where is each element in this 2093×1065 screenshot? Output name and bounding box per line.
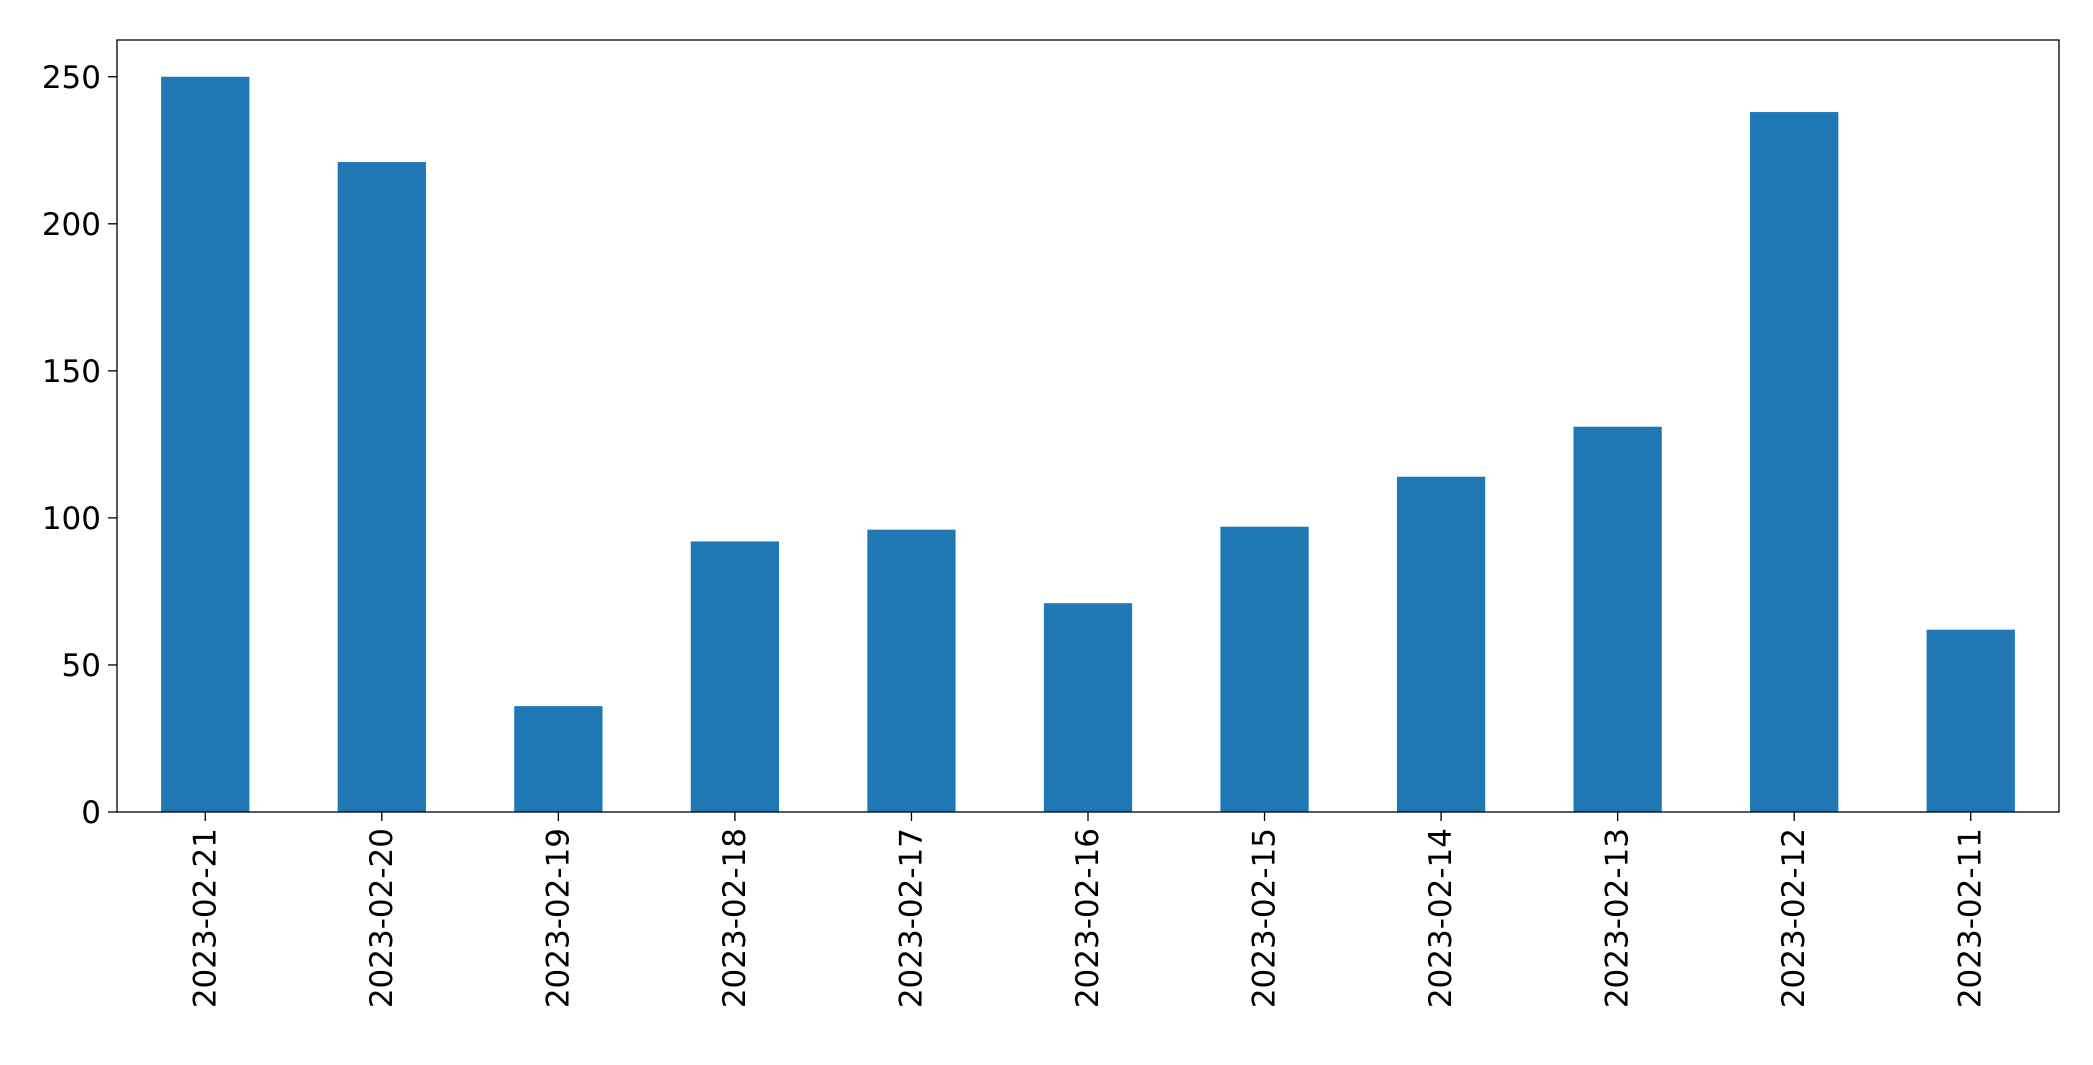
y-tick-label: 0 (81, 795, 101, 831)
x-tick-label: 2023-02-12 (1776, 828, 1812, 1008)
x-tick-label: 2023-02-17 (893, 828, 929, 1008)
bar-2023-02-17 (867, 529, 956, 812)
y-tick-label: 100 (42, 501, 101, 537)
x-tick-label: 2023-02-19 (540, 828, 576, 1008)
x-tick-label: 2023-02-15 (1247, 828, 1283, 1008)
bar-2023-02-11 (1926, 629, 2015, 812)
x-tick-label: 2023-02-11 (1953, 828, 1989, 1008)
x-axis: 2023-02-21 2023-02-20 2023-02-19 2023-02-18… (187, 812, 1989, 1008)
y-tick-label: 50 (62, 648, 101, 684)
bar-2023-02-20 (337, 162, 426, 812)
bar-2023-02-16 (1043, 603, 1133, 812)
y-axis: 0 50 100 150 200 250 (42, 60, 117, 831)
bar-2023-02-19 (514, 706, 603, 812)
bar-2023-02-21 (161, 76, 250, 812)
bar-2023-02-12 (1750, 112, 1839, 812)
x-tick-label: 2023-02-18 (717, 828, 753, 1008)
bar-2023-02-14 (1396, 476, 1486, 812)
x-tick-label: 2023-02-20 (364, 828, 400, 1008)
bars-layer (161, 76, 2015, 812)
x-tick-label: 2023-02-21 (187, 828, 223, 1008)
x-tick-label: 2023-02-14 (1423, 828, 1459, 1008)
plot-frame (116, 39, 2060, 813)
x-tick-label: 2023-02-16 (1070, 828, 1106, 1008)
bar-2023-02-15 (1220, 526, 1309, 812)
bar-2023-02-13 (1573, 426, 1662, 812)
x-tick-label: 2023-02-13 (1600, 828, 1636, 1008)
y-tick-label: 250 (42, 60, 101, 96)
y-tick-label: 200 (42, 207, 101, 243)
bar-2023-02-18 (690, 541, 780, 812)
y-tick-label: 150 (42, 354, 101, 390)
